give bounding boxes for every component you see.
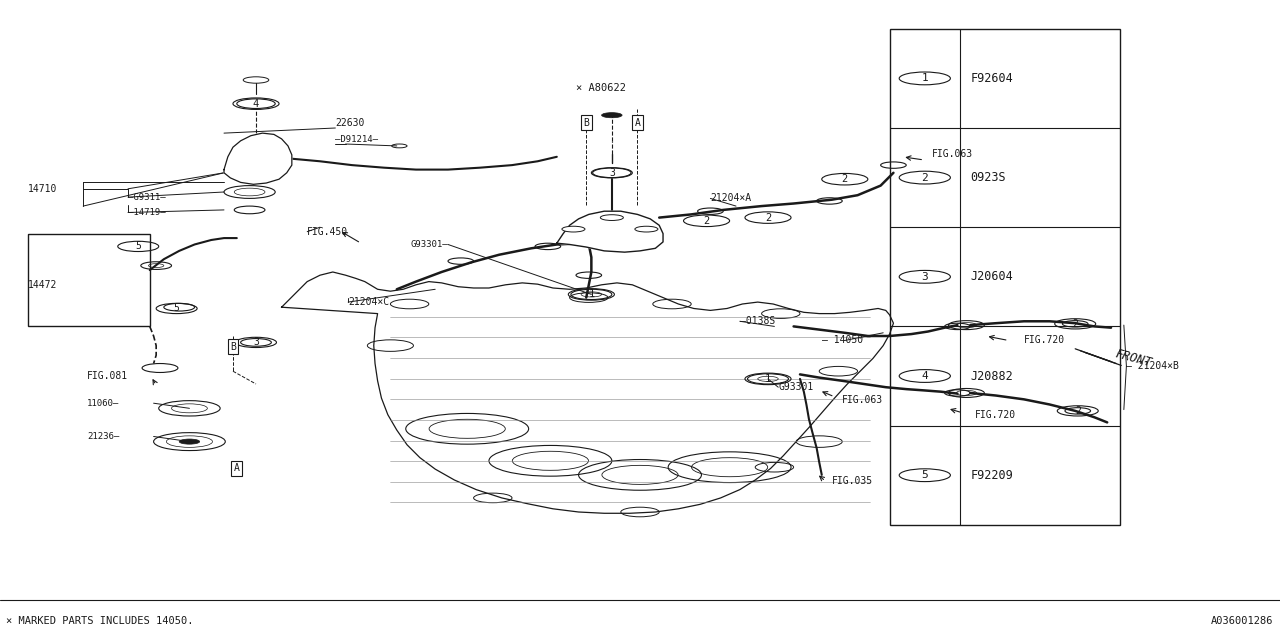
Text: 4: 4: [922, 371, 928, 381]
Text: FIG.720: FIG.720: [1024, 335, 1065, 346]
Text: × MARKED PARTS INCLUDES 14050.: × MARKED PARTS INCLUDES 14050.: [6, 616, 193, 626]
Ellipse shape: [179, 439, 200, 444]
Text: FIG.063: FIG.063: [932, 148, 973, 159]
Text: 1: 1: [765, 374, 771, 384]
Text: 2: 2: [922, 173, 928, 182]
Text: FIG.720: FIG.720: [975, 410, 1016, 420]
Text: 1: 1: [922, 74, 928, 83]
Text: 3: 3: [922, 272, 928, 282]
Text: A: A: [234, 463, 239, 474]
Text: 5: 5: [922, 470, 928, 480]
Bar: [890, 29, 1120, 525]
Text: —14719—: —14719—: [128, 208, 165, 217]
Text: — 14050: — 14050: [822, 335, 863, 346]
Text: 0923S: 0923S: [970, 171, 1006, 184]
Text: 11060—: 11060—: [87, 399, 119, 408]
Text: F92604: F92604: [970, 72, 1012, 85]
Text: FIG.063: FIG.063: [842, 395, 883, 405]
Text: 2: 2: [765, 212, 771, 223]
Text: 2: 2: [1073, 319, 1078, 329]
Text: — 21204×B: — 21204×B: [1126, 361, 1179, 371]
Text: B: B: [230, 342, 236, 352]
Text: 21204×A: 21204×A: [710, 193, 751, 204]
Text: J20882: J20882: [970, 369, 1012, 383]
Text: 21204×C: 21204×C: [348, 297, 389, 307]
Text: G93301: G93301: [778, 382, 814, 392]
Ellipse shape: [602, 113, 622, 118]
Text: A: A: [635, 118, 640, 128]
Polygon shape: [282, 272, 893, 513]
Text: —G9311—: —G9311—: [128, 193, 165, 202]
Text: FRONT: FRONT: [1114, 348, 1153, 369]
Text: 22630: 22630: [335, 118, 365, 128]
Text: 1: 1: [589, 289, 594, 300]
Ellipse shape: [600, 214, 623, 220]
Text: 14472: 14472: [28, 280, 58, 290]
Text: —D91214—: —D91214—: [335, 135, 379, 144]
Text: —0138S: —0138S: [740, 316, 776, 326]
Text: FIG.035: FIG.035: [832, 476, 873, 486]
Text: 3: 3: [253, 337, 259, 348]
Ellipse shape: [635, 226, 658, 232]
Text: 14710: 14710: [28, 184, 58, 194]
Text: FIG.450: FIG.450: [307, 227, 348, 237]
Text: G93301—: G93301—: [411, 240, 448, 249]
Polygon shape: [557, 211, 663, 252]
Text: 5: 5: [174, 303, 179, 314]
Text: 2: 2: [1075, 406, 1080, 416]
Text: B: B: [584, 118, 589, 128]
Text: × A80622: × A80622: [576, 83, 626, 93]
Text: FIG.081: FIG.081: [87, 371, 128, 381]
Bar: [28, 234, 150, 326]
Text: F92209: F92209: [970, 468, 1012, 482]
Text: 4: 4: [253, 99, 259, 109]
Text: 2: 2: [842, 174, 847, 184]
Ellipse shape: [562, 226, 585, 232]
Text: A036001286: A036001286: [1211, 616, 1274, 626]
Text: 2: 2: [704, 216, 709, 226]
Text: 3: 3: [609, 168, 614, 178]
Text: 5: 5: [136, 241, 141, 252]
Polygon shape: [224, 133, 292, 184]
Text: 21236—: 21236—: [87, 432, 119, 441]
Text: J20604: J20604: [970, 270, 1012, 284]
